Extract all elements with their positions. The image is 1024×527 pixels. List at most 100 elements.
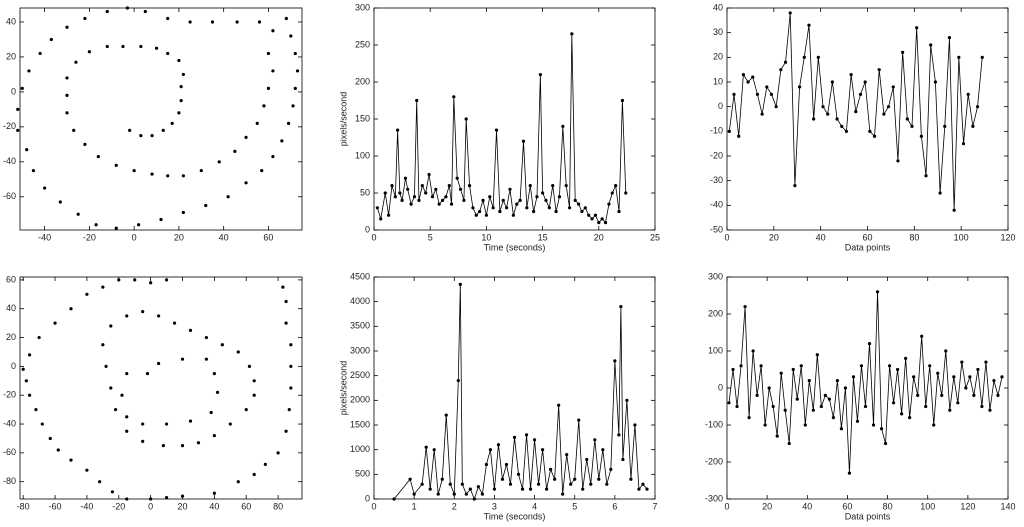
data-point bbox=[871, 423, 876, 427]
data-point bbox=[474, 213, 478, 217]
x-tick-label: 40 bbox=[209, 501, 219, 511]
data-point bbox=[125, 6, 130, 10]
data-point bbox=[535, 195, 539, 199]
x-axis-label: Time (seconds) bbox=[484, 242, 546, 252]
data-point bbox=[992, 379, 996, 383]
data-point bbox=[916, 393, 920, 397]
data-point bbox=[262, 104, 266, 108]
data-point bbox=[38, 51, 42, 56]
x-tick-label: -60 bbox=[49, 501, 62, 511]
data-point bbox=[601, 448, 605, 452]
data-point bbox=[157, 361, 161, 366]
y-tick-label: 100 bbox=[708, 345, 723, 355]
data-point bbox=[180, 357, 185, 361]
y-tick-label: -60 bbox=[3, 191, 16, 201]
data-point bbox=[867, 342, 872, 346]
data-point bbox=[143, 9, 147, 14]
data-point bbox=[868, 129, 872, 133]
data-point bbox=[481, 198, 485, 202]
x-tick-label: 10 bbox=[481, 232, 491, 242]
data-point bbox=[788, 11, 792, 15]
data-point bbox=[72, 128, 76, 132]
y-tick-label: 0 bbox=[365, 224, 370, 234]
data-point bbox=[551, 184, 555, 188]
x-tick-label: 6 bbox=[612, 501, 617, 511]
data-point bbox=[120, 393, 124, 397]
data-point bbox=[266, 86, 271, 91]
y-tick-label: -20 bbox=[3, 390, 16, 400]
data-point bbox=[145, 371, 150, 376]
y-tick-label: 0 bbox=[718, 382, 723, 392]
data-point bbox=[125, 415, 129, 419]
data-point bbox=[83, 16, 87, 21]
y-axis-label: pixels/second bbox=[338, 361, 348, 416]
data-point bbox=[149, 281, 153, 285]
data-point bbox=[34, 408, 38, 412]
data-point bbox=[775, 434, 779, 438]
data-point bbox=[458, 282, 462, 286]
data-point bbox=[774, 105, 778, 109]
data-point bbox=[132, 168, 136, 173]
data-point bbox=[924, 404, 928, 409]
y-tick-label: 40 bbox=[6, 16, 16, 26]
data-point bbox=[284, 321, 288, 325]
data-point bbox=[150, 172, 154, 176]
data-point bbox=[863, 80, 867, 84]
data-point bbox=[835, 117, 839, 121]
data-point bbox=[835, 379, 839, 383]
data-point bbox=[109, 324, 113, 328]
data-point bbox=[573, 477, 577, 481]
data-point bbox=[21, 367, 25, 371]
data-point bbox=[617, 209, 621, 214]
data-point bbox=[521, 139, 526, 143]
x-tick-label: 5 bbox=[428, 232, 433, 242]
data-point bbox=[94, 223, 98, 227]
data-point bbox=[854, 110, 858, 114]
y-tick-label: 0 bbox=[365, 493, 370, 503]
data-point bbox=[520, 487, 525, 491]
data-point bbox=[170, 121, 174, 125]
y-tick-label: 2000 bbox=[350, 395, 370, 405]
data-point bbox=[244, 135, 248, 139]
y-tick-label: -20 bbox=[710, 150, 723, 160]
data-point bbox=[188, 328, 193, 332]
x-tick-label: 3 bbox=[492, 501, 497, 511]
data-point bbox=[400, 198, 404, 202]
data-point bbox=[573, 198, 577, 202]
axes-box bbox=[19, 7, 303, 231]
y-tick-label: 60 bbox=[6, 274, 16, 284]
data-point bbox=[797, 85, 802, 89]
data-point bbox=[76, 212, 80, 216]
data-point bbox=[815, 353, 819, 357]
data-point bbox=[532, 438, 537, 442]
data-point bbox=[614, 184, 618, 188]
data-point bbox=[561, 124, 565, 128]
data-point bbox=[536, 482, 541, 486]
y-tick-label: 100 bbox=[355, 150, 370, 160]
data-point bbox=[181, 210, 185, 215]
data-point bbox=[125, 371, 129, 376]
y-tick-label: 0 bbox=[718, 101, 723, 111]
data-point bbox=[972, 393, 976, 397]
data-point bbox=[43, 186, 47, 190]
data-point bbox=[549, 467, 553, 471]
data-point bbox=[199, 168, 203, 173]
x-tick-label: 80 bbox=[883, 501, 893, 511]
data-point bbox=[821, 105, 825, 109]
data-point bbox=[511, 213, 515, 217]
data-point bbox=[491, 206, 495, 210]
data-point bbox=[528, 184, 532, 188]
data-point bbox=[727, 401, 731, 405]
data-point bbox=[787, 441, 791, 446]
data-point bbox=[125, 314, 129, 318]
data-point bbox=[85, 292, 89, 296]
data-point bbox=[228, 422, 232, 426]
y-tick-label: -200 bbox=[705, 456, 723, 466]
data-point bbox=[244, 181, 248, 185]
data-point bbox=[496, 443, 501, 447]
data-point bbox=[85, 468, 89, 472]
data-point bbox=[875, 290, 880, 294]
data-point bbox=[53, 321, 57, 325]
data-point bbox=[452, 492, 456, 496]
data-point bbox=[293, 51, 297, 56]
